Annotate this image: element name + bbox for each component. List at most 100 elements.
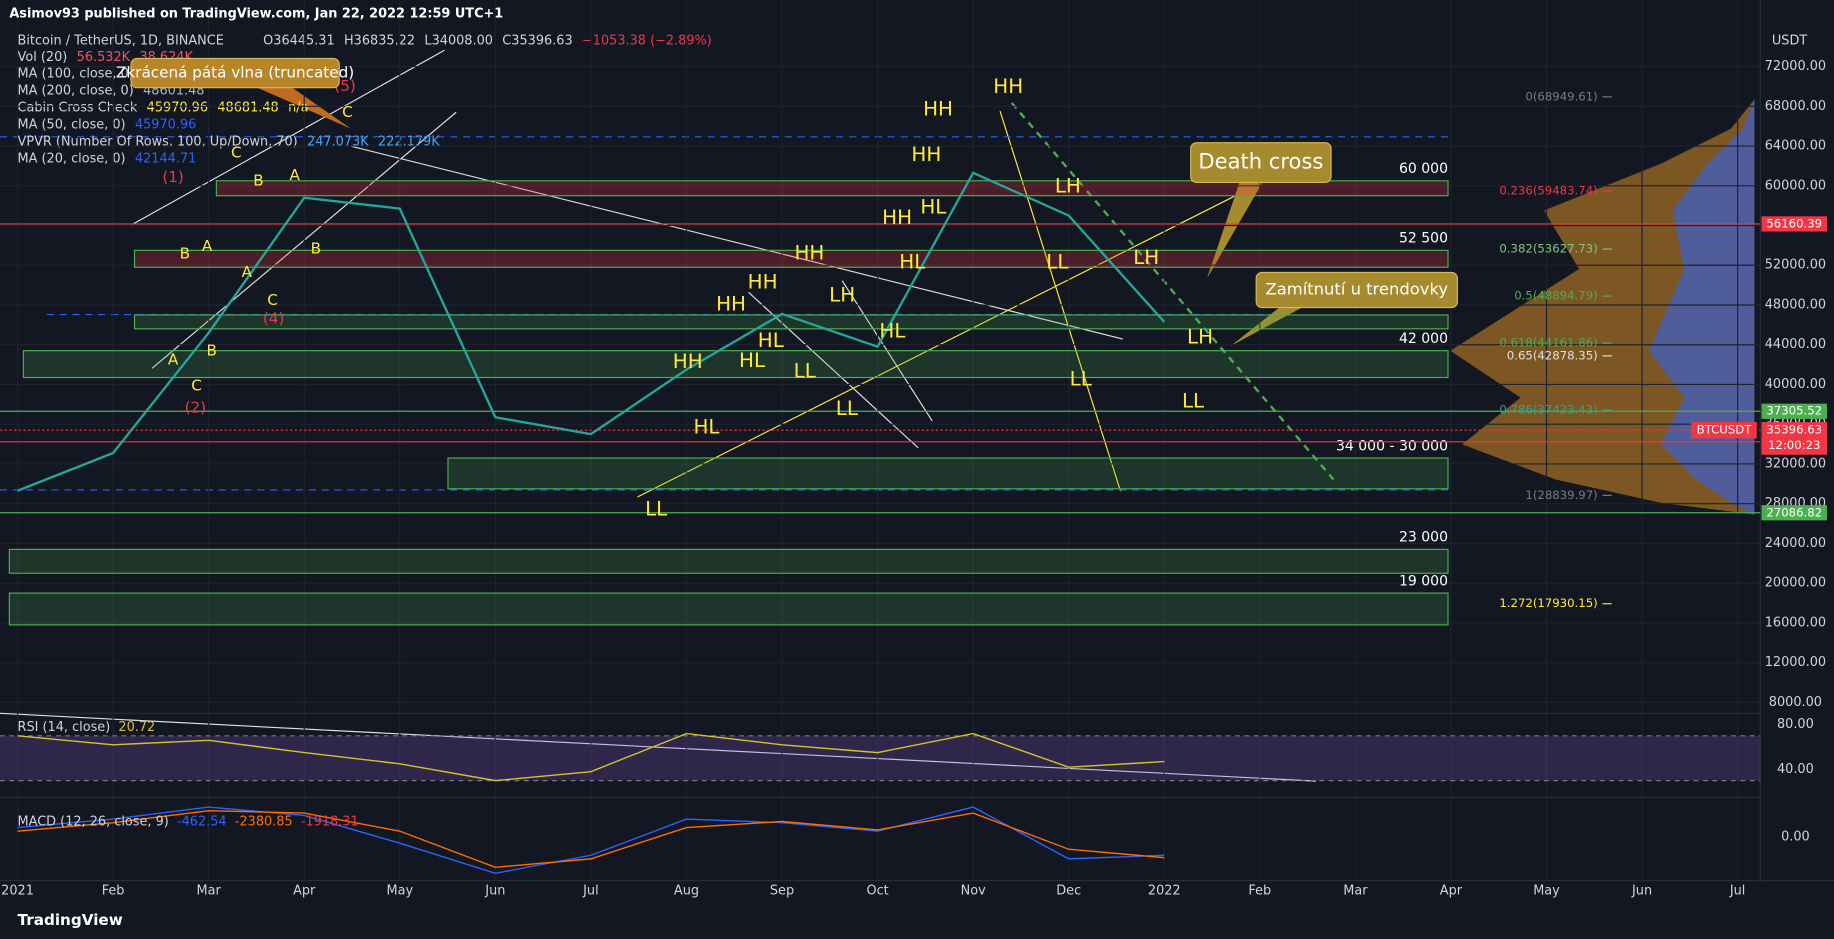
y-tick-label: 60000.00	[1765, 178, 1826, 193]
swing-label: LL	[1182, 390, 1204, 413]
indicator-value: 45970.96	[147, 101, 208, 116]
x-tick-label: Jul	[582, 884, 599, 899]
zone	[22, 350, 1449, 379]
y-tick-label: 52000.00	[1765, 258, 1826, 273]
zone	[133, 249, 1449, 268]
trendline	[350, 145, 1123, 340]
degree-label: (1)	[162, 168, 184, 186]
wave-label: C	[191, 376, 202, 394]
callout-text: Death cross	[1198, 149, 1323, 174]
fib-label: 1.272(17930.15)	[1499, 596, 1597, 610]
price-tag-label: 37305.52	[1766, 404, 1822, 418]
quote-value: L34008.00	[424, 33, 493, 48]
indicator-value: 48681.48	[217, 101, 278, 116]
callout-box	[1255, 271, 1458, 309]
swing-label: LL	[645, 497, 667, 520]
indicator-value: 222.179K	[378, 135, 440, 150]
callout-box	[130, 57, 340, 89]
logo: TradingView	[18, 911, 123, 929]
zone	[8, 592, 1449, 626]
swing-label: LL	[1070, 368, 1092, 391]
rsi-band	[0, 735, 1761, 781]
swing-label: HH	[911, 143, 941, 166]
swing-label: HH	[716, 293, 746, 316]
zone	[133, 314, 1449, 330]
x-tick-label: Aug	[674, 884, 699, 899]
swing-label: LL	[836, 397, 858, 420]
symbol: Bitcoin / TetherUS, 1D, BINANCE	[18, 33, 224, 48]
zone-label: 42 000	[1399, 331, 1448, 347]
x-tick-label: 2021	[1, 884, 34, 899]
swing-label: HH	[993, 75, 1023, 98]
y-tick-label: 68000.00	[1765, 99, 1826, 114]
x-tick-label: Sep	[770, 884, 794, 899]
indicator-name: MA (200, close, 0)	[18, 84, 134, 99]
swing-label: HL	[693, 415, 719, 438]
zone	[447, 457, 1449, 490]
zone-label: 34 000 - 30 000	[1336, 438, 1448, 454]
macd-reading: -1918.31	[301, 815, 359, 830]
wave-label: A	[290, 166, 301, 184]
callout-text: Zamítnutí u trendovky	[1266, 280, 1449, 299]
fib-label: 0.65(42878.35)	[1507, 348, 1598, 362]
x-tick-label: Jun	[484, 884, 505, 899]
wave-label: C	[231, 144, 242, 162]
macd-line	[17, 809, 1165, 869]
wave-label: A	[242, 263, 253, 281]
zone-label: 23 000	[1399, 530, 1448, 546]
swing-label: LL	[1046, 251, 1068, 274]
x-tick-label: Oct	[866, 884, 888, 899]
fib-label: 0.5(48894.79)	[1514, 289, 1597, 303]
y-tick-label: 48000.00	[1765, 297, 1826, 312]
swing-label: HH	[748, 270, 778, 293]
price-tag-label: 56160.39	[1766, 216, 1822, 230]
price-tag	[1761, 403, 1827, 419]
fib-label: 0.618(44161.86)	[1499, 336, 1597, 350]
x-tick-label: 2022	[1148, 884, 1181, 899]
plot-layer: O36445.31 H36835.22 L34008.00 C35396.63 −105…	[0, 0, 1827, 899]
trendline	[999, 110, 1122, 492]
y-tick-label: 64000.00	[1765, 139, 1826, 154]
macd-reading: -462.54	[177, 815, 227, 830]
last-price-tag	[1761, 422, 1827, 455]
trendline	[637, 195, 1235, 498]
swing-label: LH	[829, 283, 855, 306]
x-tick-label: May	[1533, 884, 1560, 899]
callout-box	[1190, 142, 1332, 184]
rsi-line	[17, 732, 1165, 782]
wave-label: B	[311, 240, 321, 258]
wave-label: A	[168, 351, 179, 369]
indicator-value: n/a	[288, 101, 308, 116]
swing-label: LH	[1187, 325, 1213, 348]
macd-line	[17, 806, 1165, 875]
indicator-value: 45970.96	[135, 118, 196, 133]
swing-label: HL	[920, 196, 946, 219]
fib-label: 1(28839.97)	[1525, 488, 1597, 502]
x-tick-label: Apr	[1440, 884, 1463, 899]
indicator-value: 56.532K	[77, 50, 131, 65]
y-tick-label: 12000.00	[1765, 655, 1826, 670]
y-tick-label: 40000.00	[1765, 377, 1826, 392]
swing-label: HH	[673, 350, 703, 373]
y-tick-label: 24000.00	[1765, 536, 1826, 551]
zone-label: 60 000	[1399, 161, 1448, 177]
indicator-name: MA (50, close, 0)	[18, 118, 126, 133]
swing-label: HH	[923, 97, 953, 120]
x-tick-label: Apr	[293, 884, 316, 899]
rsi-tick-label: 40.00	[1777, 762, 1814, 777]
swing-label: HL	[739, 349, 765, 372]
swing-label: LL	[794, 359, 816, 382]
fib-label: 0.786(37423.43)	[1499, 403, 1597, 417]
x-tick-label: Feb	[102, 884, 125, 899]
y-tick-label: 44000.00	[1765, 337, 1826, 352]
zone	[215, 180, 1449, 197]
wave-label: A	[202, 237, 213, 255]
currency: USDT	[1772, 33, 1807, 48]
macd-reading: -2380.85	[235, 815, 293, 830]
x-tick-label: Nov	[961, 884, 986, 899]
x-tick-label: Mar	[197, 884, 222, 899]
price-line-series	[17, 171, 1166, 492]
x-tick-label: Feb	[1248, 884, 1271, 899]
